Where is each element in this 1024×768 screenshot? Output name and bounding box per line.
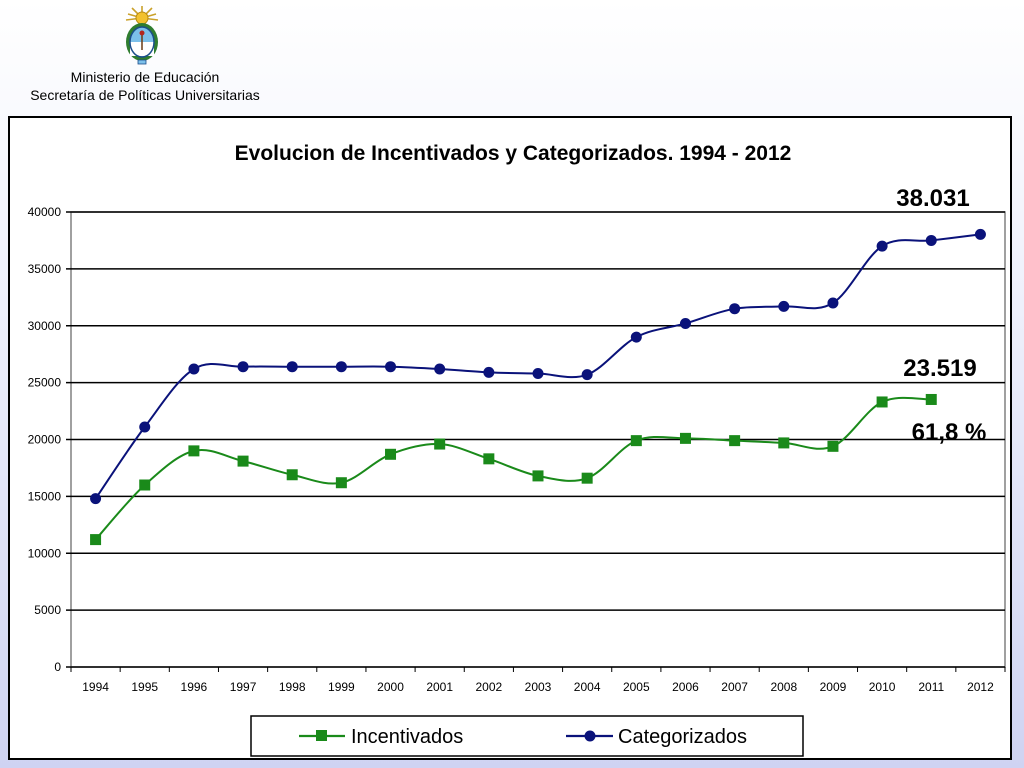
x-tick-label: 2004 xyxy=(574,680,601,694)
y-tick-label: 30000 xyxy=(28,319,62,333)
legend-categorizados-marker xyxy=(584,730,596,742)
x-tick-label: 1997 xyxy=(230,680,257,694)
legend: Incentivados Categorizados xyxy=(250,715,804,757)
x-tick-label: 2002 xyxy=(475,680,502,694)
data-point-incentivados xyxy=(778,437,790,449)
annotation-categorizados-total: 38.031 xyxy=(896,185,969,212)
data-point-categorizados xyxy=(729,303,741,315)
data-point-incentivados xyxy=(729,435,741,447)
data-point-incentivados xyxy=(237,455,249,467)
y-tick-label: 10000 xyxy=(28,546,62,560)
data-point-categorizados xyxy=(188,363,200,375)
x-tick-label: 2003 xyxy=(525,680,552,694)
series-line-incentivados xyxy=(94,396,932,541)
x-tick-label: 1998 xyxy=(279,680,306,694)
secretariat-name: Secretaría de Políticas Universitarias xyxy=(30,87,260,103)
data-point-categorizados xyxy=(434,363,446,375)
x-tick-label: 2011 xyxy=(918,680,944,694)
data-point-incentivados xyxy=(385,448,397,460)
x-tick-label: 2012 xyxy=(967,680,994,694)
ministry-name: Ministerio de Educación xyxy=(70,69,220,85)
x-tick-label: 1994 xyxy=(82,680,109,694)
data-point-incentivados xyxy=(90,534,102,546)
legend-incentivados-label: Incentivados xyxy=(351,726,463,748)
data-point-categorizados xyxy=(139,421,151,433)
y-tick-label: 5000 xyxy=(34,603,61,617)
x-tick-label: 2001 xyxy=(426,680,453,694)
data-point-incentivados xyxy=(827,440,839,452)
national-emblem-icon xyxy=(125,6,159,65)
legend-incentivados-marker xyxy=(316,730,327,741)
chart: Evolucion de Incentivados y Categorizado… xyxy=(28,142,1006,757)
annotation-percentage: 61,8 % xyxy=(912,419,987,446)
data-point-categorizados xyxy=(827,297,839,309)
x-tick-label: 2010 xyxy=(869,680,896,694)
x-tick-label: 2005 xyxy=(623,680,650,694)
y-tick-label: 15000 xyxy=(28,489,62,503)
data-point-incentivados xyxy=(139,479,151,491)
data-point-categorizados xyxy=(974,228,986,240)
data-point-incentivados xyxy=(581,472,593,484)
y-tick-label: 20000 xyxy=(28,433,62,447)
data-point-incentivados xyxy=(679,432,691,444)
x-tick-label: 2006 xyxy=(672,680,699,694)
y-tick-label: 25000 xyxy=(28,376,62,390)
x-tick-label: 1999 xyxy=(328,680,355,694)
data-point-categorizados xyxy=(532,368,544,380)
data-point-categorizados xyxy=(925,234,937,246)
x-tick-label: 1996 xyxy=(181,680,208,694)
data-point-categorizados xyxy=(483,366,495,378)
data-point-categorizados xyxy=(90,493,102,505)
data-point-incentivados xyxy=(335,477,347,489)
data-point-categorizados xyxy=(876,240,888,252)
data-point-categorizados xyxy=(581,369,593,381)
data-point-incentivados xyxy=(925,393,937,405)
header: Ministerio de Educación Secretaría de Po… xyxy=(0,0,290,110)
data-point-incentivados xyxy=(876,396,888,408)
x-tick-label: 1995 xyxy=(131,680,158,694)
x-tick-label: 2000 xyxy=(377,680,404,694)
data-point-incentivados xyxy=(286,469,298,481)
data-point-incentivados xyxy=(434,438,446,450)
data-point-incentivados xyxy=(630,435,642,447)
data-point-incentivados xyxy=(188,445,200,457)
y-tick-label: 0 xyxy=(54,660,61,674)
data-point-categorizados xyxy=(679,317,691,329)
annotation-incentivados-total: 23.519 xyxy=(903,355,976,382)
data-point-categorizados xyxy=(335,361,347,373)
data-point-categorizados xyxy=(237,361,249,373)
chart-frame: Evolucion de Incentivados y Categorizado… xyxy=(8,116,1012,760)
y-tick-label: 40000 xyxy=(28,205,62,219)
chart-title: Evolucion de Incentivados y Categorizado… xyxy=(235,142,792,165)
x-tick-label: 2007 xyxy=(721,680,748,694)
data-point-categorizados xyxy=(778,300,790,312)
y-tick-label: 35000 xyxy=(28,262,62,276)
x-tick-label: 2008 xyxy=(770,680,797,694)
x-tick-label: 2009 xyxy=(820,680,847,694)
data-point-categorizados xyxy=(630,331,642,343)
data-point-categorizados xyxy=(385,361,397,373)
data-point-incentivados xyxy=(483,453,495,465)
data-point-incentivados xyxy=(532,470,544,482)
legend-categorizados-label: Categorizados xyxy=(618,726,747,748)
data-point-categorizados xyxy=(286,361,298,373)
